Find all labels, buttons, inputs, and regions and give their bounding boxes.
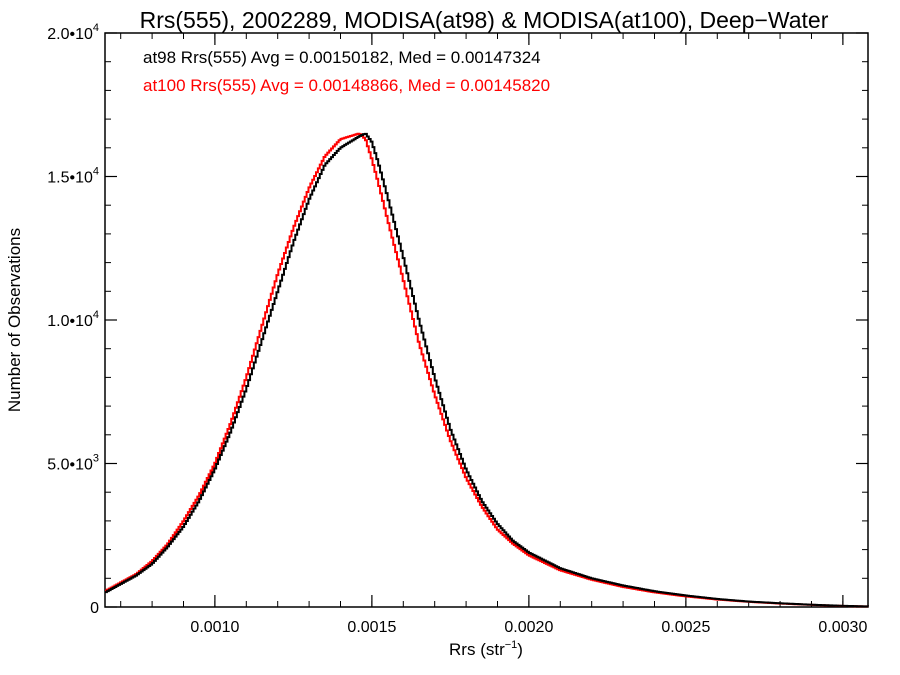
x-axis-label: Rrs (str−1) (449, 639, 523, 659)
y-tick-label-base: 5.0•10 (47, 457, 93, 474)
y-tick-label-exp: 4 (93, 166, 99, 178)
x-axis-label-main: Rrs (str (449, 640, 505, 659)
y-tick-label-1: 5.0•103 (47, 453, 99, 474)
x-tick-labels: 0.0010 0.0015 0.0020 0.0025 0.0030 (190, 619, 867, 636)
y-tick-label-2: 1.0•104 (47, 309, 99, 330)
axis-ticks (105, 32, 868, 608)
series-at100-line (105, 132, 869, 608)
x-axis-label-tail: ) (517, 640, 523, 659)
plot-frame (104, 32, 869, 608)
y-tick-label-3: 1.5•104 (47, 166, 99, 187)
y-tick-label-base: 1.0•10 (47, 313, 93, 330)
series-layer (105, 132, 869, 608)
y-tick-label-4: 2.0•104 (47, 22, 99, 43)
x-tick-label-3: 0.0025 (661, 619, 710, 636)
y-tick-label-exp: 4 (93, 309, 99, 321)
y-tick-label-base: 0 (90, 600, 99, 617)
x-axis-label-sup: −1 (505, 639, 518, 651)
y-axis-label: Number of Observations (5, 228, 24, 412)
x-tick-label-4: 0.0030 (818, 619, 867, 636)
chart-title: Rrs(555), 2002289, MODISA(at98) & MODISA… (140, 7, 829, 33)
x-tick-label-1: 0.0015 (347, 619, 396, 636)
y-tick-label-exp: 3 (93, 453, 99, 465)
x-tick-label-2: 0.0020 (504, 619, 553, 636)
x-tick-label-0: 0.0010 (190, 619, 239, 636)
y-tick-label-base: 1.5•10 (47, 170, 93, 187)
annotation-at98: at98 Rrs(555) Avg = 0.00150182, Med = 0.… (143, 48, 541, 67)
series-at98-line (105, 132, 869, 608)
y-tick-label-base: 2.0•10 (47, 26, 93, 43)
y-tick-label-0: 0 (90, 600, 99, 617)
annotation-at100: at100 Rrs(555) Avg = 0.00148866, Med = 0… (143, 76, 550, 95)
y-tick-label-exp: 4 (93, 22, 99, 34)
